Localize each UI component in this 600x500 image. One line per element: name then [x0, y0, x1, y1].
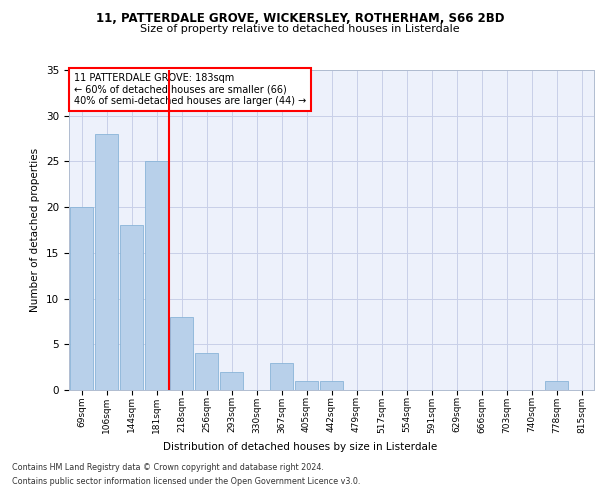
Bar [170, 317, 193, 390]
Bar [145, 162, 168, 390]
Bar [95, 134, 118, 390]
Text: Contains public sector information licensed under the Open Government Licence v3: Contains public sector information licen… [12, 477, 361, 486]
Bar [195, 354, 218, 390]
Text: Size of property relative to detached houses in Listerdale: Size of property relative to detached ho… [140, 24, 460, 34]
Bar [270, 362, 293, 390]
Text: 11, PATTERDALE GROVE, WICKERSLEY, ROTHERHAM, S66 2BD: 11, PATTERDALE GROVE, WICKERSLEY, ROTHER… [96, 12, 504, 26]
Bar [70, 207, 93, 390]
Text: 11 PATTERDALE GROVE: 183sqm
← 60% of detached houses are smaller (66)
40% of sem: 11 PATTERDALE GROVE: 183sqm ← 60% of det… [74, 73, 307, 106]
Text: Distribution of detached houses by size in Listerdale: Distribution of detached houses by size … [163, 442, 437, 452]
Bar [120, 226, 143, 390]
Bar [545, 381, 568, 390]
Bar [295, 381, 318, 390]
Bar [220, 372, 243, 390]
Text: Contains HM Land Registry data © Crown copyright and database right 2024.: Contains HM Land Registry data © Crown c… [12, 464, 324, 472]
Y-axis label: Number of detached properties: Number of detached properties [31, 148, 40, 312]
Bar [320, 381, 343, 390]
